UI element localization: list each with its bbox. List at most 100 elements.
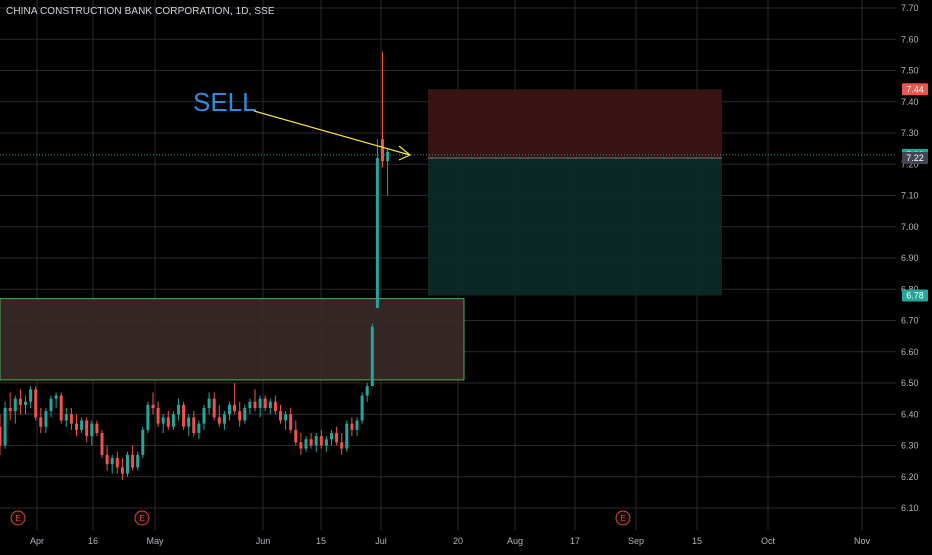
chart-title: CHINA CONSTRUCTION BANK CORPORATION, 1D,… — [6, 6, 275, 17]
y-tick-label: 7.00 — [901, 222, 919, 232]
candle-body — [80, 420, 84, 430]
x-tick-label: Oct — [761, 536, 776, 546]
candle-body — [34, 389, 38, 418]
y-tick-label: 7.30 — [901, 128, 919, 138]
candle-body — [75, 423, 78, 430]
candle-body — [263, 398, 267, 408]
candle-body — [110, 458, 114, 465]
candle-body — [202, 408, 206, 424]
candle-body — [294, 429, 298, 443]
candle-body — [13, 398, 17, 412]
candle-body — [69, 414, 73, 424]
candle-body — [151, 404, 155, 408]
earnings-marker — [615, 510, 631, 526]
candle-body — [243, 408, 247, 421]
candle-body — [304, 439, 308, 449]
candle-body — [228, 404, 231, 415]
candle-body — [355, 420, 359, 430]
earnings-marker — [134, 510, 150, 526]
candle-body — [161, 417, 165, 424]
sell-label: SELL — [193, 87, 257, 117]
candle-body — [330, 433, 333, 440]
y-tick-label: 6.10 — [901, 503, 919, 513]
annotation-layer: SELL E E E — [10, 87, 631, 526]
y-tick-label: 6.60 — [901, 347, 919, 357]
candle-body — [197, 423, 201, 433]
price-tag — [902, 289, 928, 302]
candle-body — [370, 326, 374, 387]
x-tick-label: Apr — [30, 536, 44, 546]
price-tag-label: 7.22 — [906, 153, 924, 163]
x-tick-label: Jul — [375, 536, 387, 546]
candle-body — [187, 417, 191, 427]
candle-body — [258, 398, 262, 408]
candle-body — [120, 467, 124, 474]
y-tick-label: 6.90 — [901, 253, 919, 263]
candle-body — [85, 420, 89, 437]
earnings-marker-label: E — [620, 514, 625, 523]
candle-body — [18, 398, 22, 405]
candle-body — [182, 404, 186, 427]
y-tick-label: 7.50 — [901, 66, 919, 76]
candle-body — [3, 408, 7, 446]
candle-body — [238, 411, 242, 421]
candle-body — [49, 398, 53, 412]
candle-body — [324, 439, 328, 446]
y-tick-label: 7.40 — [901, 97, 919, 107]
supply-zone — [0, 298, 465, 381]
earnings-marker-label: E — [15, 514, 20, 523]
candle-body — [0, 426, 2, 446]
candle-body — [217, 417, 221, 424]
candle-body — [345, 423, 349, 449]
candle-body — [309, 439, 313, 446]
candle-body — [59, 395, 63, 421]
earnings-marker — [10, 510, 26, 526]
candle-body — [192, 417, 196, 433]
candle-body — [268, 401, 272, 408]
x-tick-label: May — [146, 536, 164, 546]
candle-body — [360, 395, 364, 421]
zone-layer — [0, 89, 896, 381]
y-tick-label: 6.80 — [901, 284, 919, 294]
candle-body — [253, 401, 257, 408]
candle-body — [115, 458, 119, 468]
candle-body — [289, 414, 293, 430]
y-tick-label: 6.70 — [901, 316, 919, 326]
candle-body — [100, 433, 104, 455]
y-tick-label: 7.20 — [901, 159, 919, 169]
candle-body — [381, 139, 384, 162]
candle-body — [54, 395, 58, 399]
y-tick-label: 6.50 — [901, 378, 919, 388]
candle-body — [8, 408, 12, 412]
candle-body — [177, 404, 180, 415]
candle-body — [375, 158, 379, 308]
y-tick-label: 6.30 — [901, 441, 919, 451]
candle-body — [248, 401, 252, 408]
candle-body — [146, 404, 150, 430]
x-tick-label: 15 — [316, 536, 326, 546]
candle-body — [273, 401, 277, 412]
candle-body — [156, 408, 160, 424]
x-tick-label: 16 — [88, 536, 98, 546]
candle-body — [141, 429, 145, 455]
candle-body — [335, 433, 339, 443]
earnings-marker-label: E — [139, 514, 144, 523]
x-tick-label: 15 — [692, 536, 702, 546]
candle-body — [222, 414, 226, 424]
candle-body — [340, 442, 344, 449]
candle-body — [44, 411, 48, 427]
candle-layer — [0, 51, 390, 480]
price-tag — [902, 83, 928, 96]
candle-body — [350, 423, 354, 430]
y-tick-label: 7.60 — [901, 34, 919, 44]
candle-body — [90, 423, 94, 437]
candle-body — [95, 423, 99, 433]
candle-body — [314, 436, 318, 446]
y-tick-label: 7.10 — [901, 191, 919, 201]
price-tag — [902, 152, 928, 164]
x-tick-label: Sep — [628, 536, 644, 546]
candle-body — [166, 417, 170, 427]
x-tick-label: Aug — [507, 536, 523, 546]
